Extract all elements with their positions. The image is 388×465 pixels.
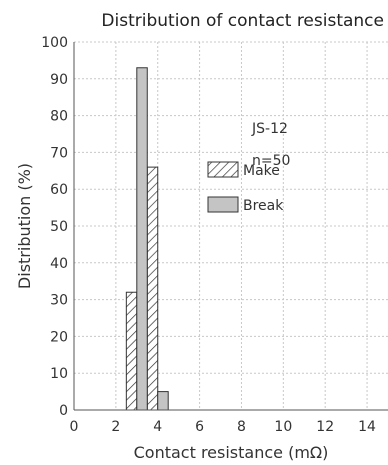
y-tick-label: 10: [50, 366, 68, 382]
x-tick-label: 10: [274, 419, 292, 435]
y-tick-label: 70: [50, 145, 68, 161]
bar-make: [146, 166, 159, 411]
legend: Make Break: [207, 161, 284, 214]
x-tick-label: 6: [195, 419, 204, 435]
y-tick-label: 0: [59, 403, 68, 419]
y-tick-label: 50: [50, 219, 68, 235]
bar-make: [125, 291, 138, 411]
bars: [125, 67, 169, 411]
x-tick-label: 14: [358, 419, 376, 435]
y-tick-label: 90: [50, 72, 68, 88]
x-tick-label: 0: [70, 419, 79, 435]
x-axis-title: Contact resistance (mΩ): [134, 443, 329, 462]
annotation-model: JS-12: [251, 121, 288, 137]
x-tick-label: 8: [237, 419, 246, 435]
y-axis-title: Distribution (%): [15, 163, 34, 289]
legend-swatch-break: [207, 196, 239, 213]
y-tick-label: 30: [50, 293, 68, 309]
legend-label-break: Break: [243, 198, 284, 214]
axes: [73, 42, 388, 411]
y-tick-label: 40: [50, 256, 68, 272]
annotation-sample-size: n=50: [252, 153, 290, 169]
y-tick-label: 20: [50, 329, 68, 345]
y-ticks: 0 10 20 30 40 50 60 70 80 90 100: [41, 35, 68, 419]
x-tick-label: 4: [153, 419, 162, 435]
legend-label-make: Make: [243, 163, 280, 179]
bar-break: [136, 67, 148, 411]
y-tick-label: 100: [41, 35, 68, 51]
y-tick-label: 60: [50, 182, 68, 198]
legend-swatch-make: [207, 161, 239, 178]
x-tick-label: 2: [111, 419, 120, 435]
x-tick-label: 12: [316, 419, 334, 435]
bar-break: [157, 391, 169, 411]
chart-title: Distribution of contact resistance: [101, 11, 384, 31]
y-tick-label: 80: [50, 109, 68, 125]
x-ticks: 0 2 4 6 8 10 12 14: [70, 419, 377, 435]
